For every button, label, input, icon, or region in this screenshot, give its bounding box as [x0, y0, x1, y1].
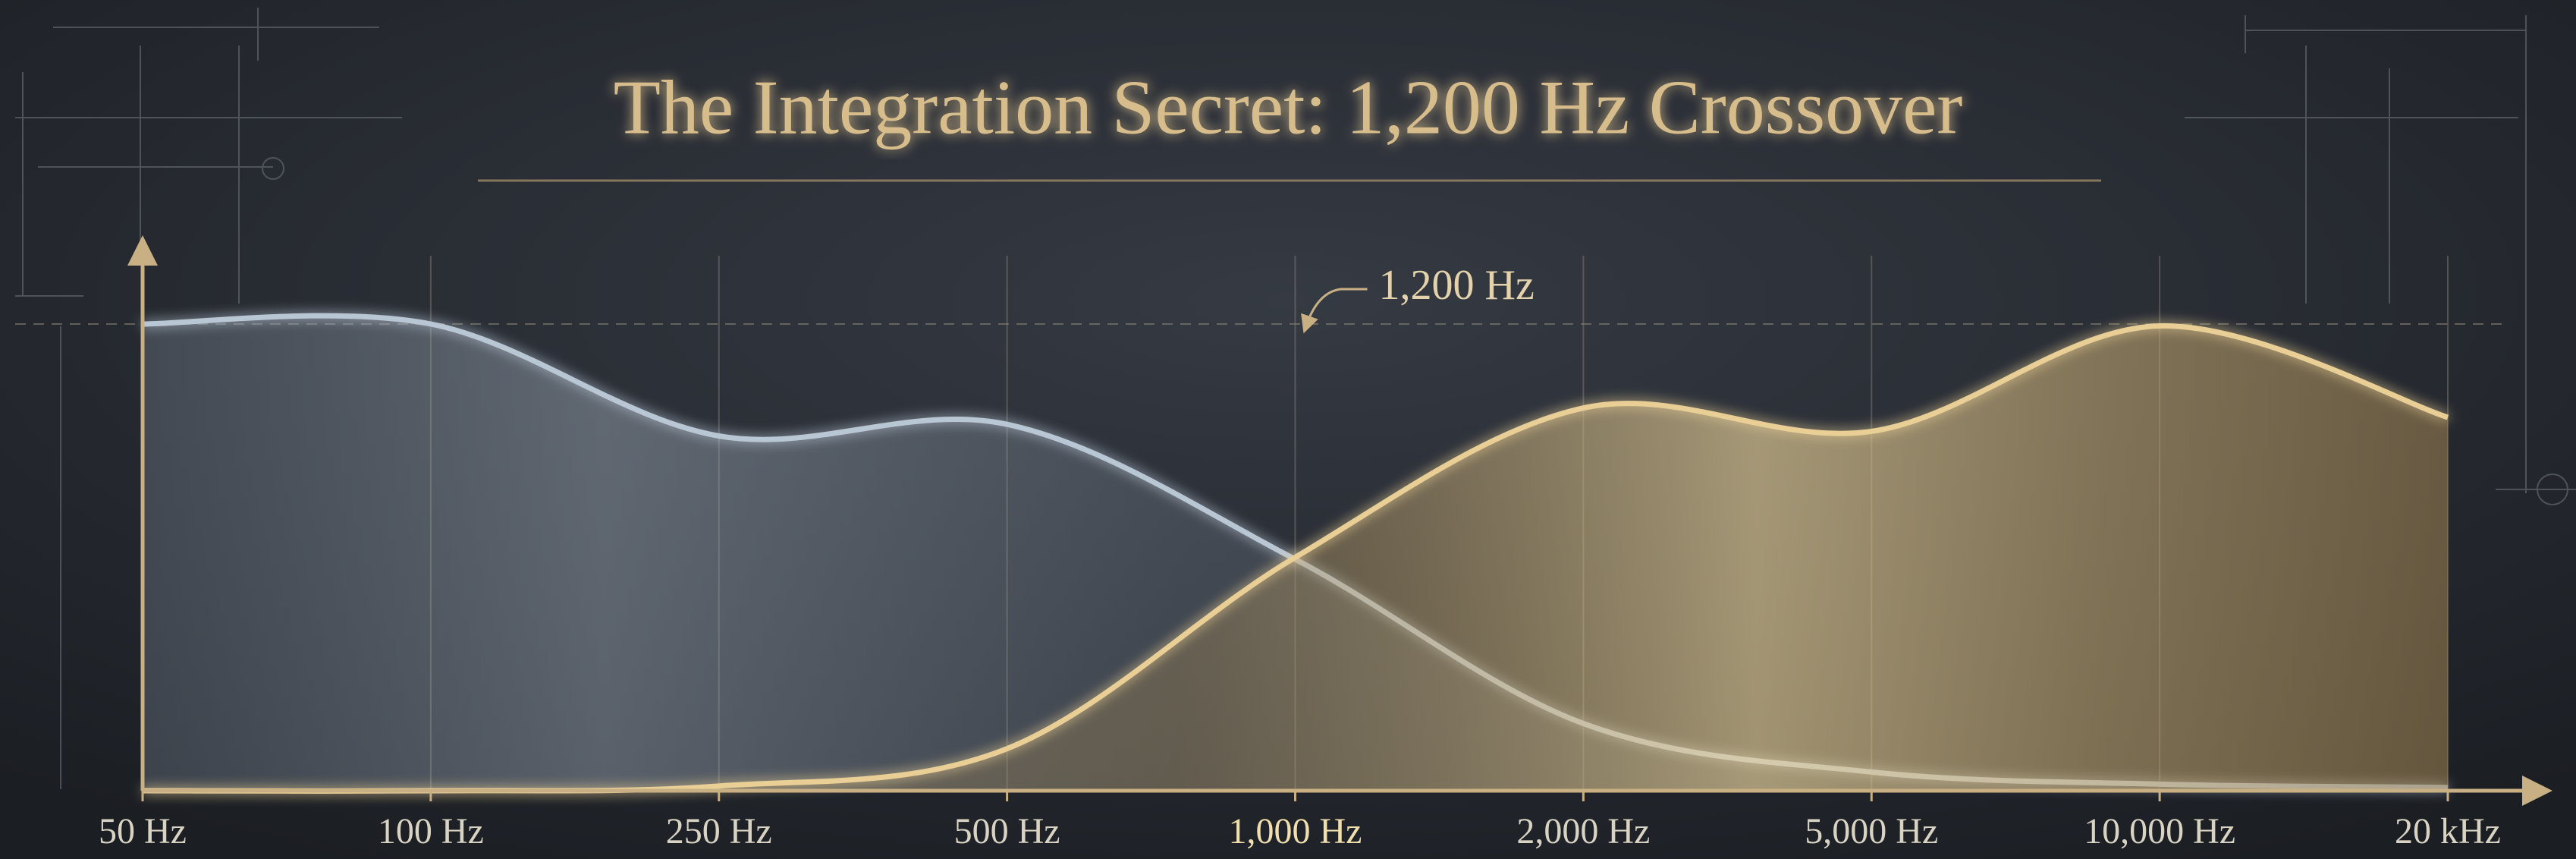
annotation-label: 1,200 Hz [1379, 262, 1535, 309]
chart-title: The Integration Secret: 1,200 Hz Crossov… [614, 65, 1963, 150]
x-tick-label: 500 Hz [954, 811, 1060, 851]
x-tick-label: 250 Hz [666, 811, 772, 851]
x-tick-label: 2,000 Hz [1516, 811, 1650, 851]
x-tick-label: 50 Hz [99, 811, 187, 851]
x-tick-label: 100 Hz [378, 811, 484, 851]
x-tick-label: 5,000 Hz [1805, 811, 1938, 851]
x-tick-label: 20 kHz [2395, 811, 2501, 851]
chart: The Integration Secret: 1,200 Hz Crossov… [0, 0, 2576, 859]
x-tick-label: 1,000 Hz [1229, 811, 1362, 851]
x-tick-label: 10,000 Hz [2084, 811, 2235, 851]
